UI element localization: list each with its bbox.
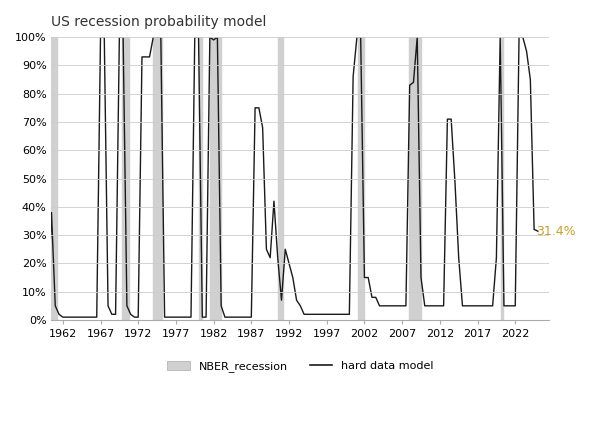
Bar [51, 37, 56, 320]
Bar [153, 37, 162, 320]
Bar [210, 37, 221, 320]
Bar [501, 37, 503, 320]
Legend: NBER_recession, hard data model: NBER_recession, hard data model [163, 357, 438, 377]
Bar [278, 37, 283, 320]
Bar [123, 37, 130, 320]
Bar [409, 37, 421, 320]
Bar [358, 37, 364, 320]
Bar [198, 37, 202, 320]
Text: 31.4%: 31.4% [536, 225, 576, 238]
Text: US recession probability model: US recession probability model [52, 15, 267, 29]
